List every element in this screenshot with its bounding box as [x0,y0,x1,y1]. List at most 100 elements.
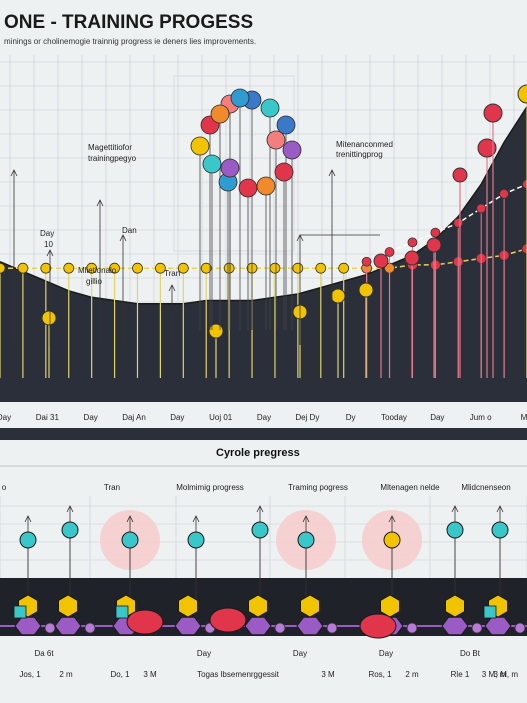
annotation-10: 10 [44,240,53,249]
circle-cluster [190,88,302,330]
baseline-point [521,243,527,255]
lower-chain-node [84,622,96,634]
lower-point [446,521,464,539]
rising-point [476,203,487,214]
lower-hex-base [296,616,324,636]
lower-xaxis-label-row2: 3 M [143,670,157,679]
arrow-head [46,249,54,257]
lower-hex-base [174,616,202,636]
lower-section-label: Tran [104,483,120,492]
lower-xaxis-label-row1: Day [379,649,393,658]
annotation-day: Day [40,229,54,238]
rising-point [407,237,418,248]
lower-point [121,531,139,549]
edge-point [483,103,503,123]
baseline-point [223,262,235,274]
lower-chain-node [44,622,56,634]
edge-point [452,167,468,183]
edge-point [41,310,57,326]
chart-subtitle: minings or cholinemogie trainnig progres… [4,37,256,46]
rising-point [430,227,441,238]
baseline-point [338,262,350,274]
baseline-point [132,262,143,274]
lower-xaxis-labels: Da 6t Day Day Day Do Bt Jos, 1 2 m Do, 1 3 M Toga… [19,649,518,679]
lower-chain-node [326,622,338,634]
lower-hex-base [244,616,272,636]
cluster-circle [190,136,210,156]
lower-section-label: Mltenagen nelde [380,483,440,492]
top-xaxis-label: Dy [346,413,356,422]
edge-point [358,282,374,298]
lower-marks [0,505,527,639]
lower-xaxis-label-row2: Rle 1 [451,670,470,679]
cluster-circle [220,158,240,178]
annotation-tran: Tran [164,269,180,278]
lower-red-blob [209,607,247,633]
annotation-gillio: gillio [86,277,103,286]
arrow-head [119,234,127,242]
lower-section-label: Molmimig progress [176,483,244,492]
baseline-point [63,262,75,274]
lower-hex [445,594,465,618]
baseline-point [177,262,189,274]
edge-point [373,253,389,269]
lower-point [187,531,205,549]
edge-point [517,84,527,104]
center-frame [173,75,295,252]
lower-hex-base [14,616,42,636]
edge-point [404,250,420,266]
lower-hex-base [54,616,82,636]
lower-xaxis-label-row2: 3 M, m [482,670,507,679]
top-annotations: Day 10 Mlietionalo gillio Magettitiofor … [40,140,393,286]
baseline-point [292,262,304,274]
lower-teal-square [13,605,27,619]
lower-teal-square [483,605,497,619]
lower-xaxis-label-row1: Day [293,649,307,658]
lower-xaxis-label-row1: Day [197,649,211,658]
lower-xaxis-label-row2: Ros, 1 [368,670,392,679]
lower-point [19,531,37,549]
top-xaxis-label: Day [430,413,444,422]
baseline-point [269,262,281,274]
lower-chain-node [514,622,526,634]
edge-point [330,288,346,304]
lower-section-label: Traming pogress [288,483,348,492]
baseline-point [40,262,52,274]
lower-grid [0,496,527,578]
edge-point [426,237,442,253]
lower-hex-base [441,616,469,636]
lower-hex-base [484,616,512,636]
cluster-circle [260,98,280,118]
lower-title: Cyrole pregress [216,447,300,459]
lower-chain-node [274,622,286,634]
lower-hex [58,594,78,618]
rising-point [384,247,395,257]
lower-section-label: o [2,483,7,492]
lower-section-labels: o Tran Molmimig progress Traming pogress Mlt… [2,483,511,492]
cluster-circle [202,154,222,174]
lower-hex [380,594,400,618]
cluster-circle [230,88,250,108]
annotation-magettitiofor: Magettitiofor [88,143,132,152]
lower-xaxis-label-row2: Jos, 1 [19,670,41,679]
top-xaxis-label: Day [0,413,11,422]
cluster-circle [266,130,286,150]
edge-point [208,323,224,339]
lower-xaxis-label-row2: 2 m [405,670,419,679]
top-points [0,84,527,378]
baseline-point [17,262,29,274]
lower-xaxis-label-row2: 3 M, m [494,670,519,679]
baseline-point [109,262,120,274]
baseline-point [0,262,6,274]
rising-point [522,179,527,190]
cluster-circle [274,162,294,182]
top-xaxis-label: Dej Dy [295,413,319,422]
lower-hex [248,594,268,618]
lower-point [491,521,509,539]
top-xaxis-label: Day [257,413,271,422]
lower-chain-node [471,622,483,634]
lower-xaxis-label-row1: Da 6t [34,649,54,658]
top-xaxis-labels: Day Dai 31 Day Daj An Day Uoj 01 Day Dej Dy Dy To… [0,413,527,422]
annotation-mlietionalo: Mlietionalo [78,266,117,275]
